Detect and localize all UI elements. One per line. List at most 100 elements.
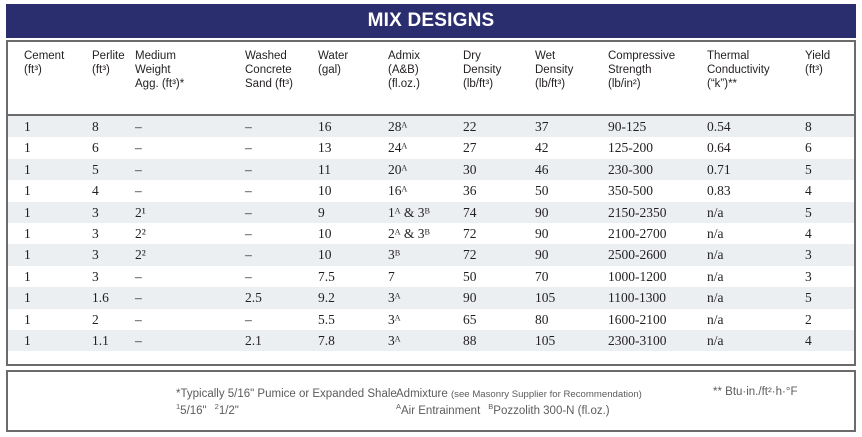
column-header-wet_density-line2: Density bbox=[535, 64, 574, 77]
cell-comp_str: 1600-2100 bbox=[608, 311, 667, 327]
column-header-wet_density-line1: Wet bbox=[535, 50, 556, 62]
cell-water: 13 bbox=[318, 140, 332, 156]
table-row: 1 3 2² – 10 2ᴬ & 3ᴮ 72 90 2100-2700 n/a 4 bbox=[8, 222, 854, 245]
cell-cement: 1 bbox=[24, 332, 31, 348]
cell-admix: 3ᴬ bbox=[388, 332, 401, 348]
cell-perlite: 3 bbox=[92, 247, 99, 263]
column-header-washed_sand-line2: Concrete bbox=[245, 64, 292, 77]
column-header-dry_density: Dry Density (lb/ft³) bbox=[463, 49, 501, 92]
cell-medium_agg: – bbox=[135, 140, 142, 156]
column-header-admix-line2: (A&B) bbox=[388, 64, 419, 77]
cell-water: 9.2 bbox=[318, 290, 335, 306]
cell-wet_density: 90 bbox=[535, 225, 549, 241]
footnote-aggregate-line2: 15/16" 21/2" bbox=[176, 403, 397, 420]
table-row: 1 1.1 – 2.1 7.8 3ᴬ 88 105 2300-3100 n/a 4 bbox=[8, 329, 854, 352]
column-header-thermal-line3: (“k”)** bbox=[707, 78, 738, 91]
column-header-dry_density-line3: (lb/ft³) bbox=[463, 78, 494, 91]
cell-water: 16 bbox=[318, 119, 332, 134]
cell-admix: 16ᴬ bbox=[388, 183, 408, 199]
cell-comp_str: 230-300 bbox=[608, 161, 653, 177]
cell-dry_density: 36 bbox=[463, 183, 477, 199]
page-title: MIX DESIGNS bbox=[367, 10, 495, 31]
cell-comp_str: 1000-1200 bbox=[608, 268, 667, 284]
cell-medium_agg: 2² bbox=[135, 247, 146, 263]
column-header-perlite: Perlite (ft³) bbox=[92, 49, 125, 77]
column-header-yield-line1: Yield bbox=[805, 50, 831, 62]
cell-perlite: 1.6 bbox=[92, 290, 109, 306]
cell-wet_density: 46 bbox=[535, 161, 549, 177]
cell-cement: 1 bbox=[24, 290, 31, 306]
cell-admix: 24ᴬ bbox=[388, 140, 408, 156]
footnote-size-2: 1/2" bbox=[218, 405, 239, 417]
cell-wet_density: 70 bbox=[535, 268, 549, 284]
cell-medium_agg: – bbox=[135, 332, 142, 348]
cell-water: 5.5 bbox=[318, 311, 335, 327]
cell-wet_density: 105 bbox=[535, 290, 556, 306]
footnote-thermal-units: ** Btu·in./ft²·h·°F bbox=[713, 384, 797, 401]
cell-thermal: n/a bbox=[707, 332, 724, 348]
column-header-thermal: Thermal Conductivity (“k”)** bbox=[707, 49, 770, 92]
footnote-marker-a: A bbox=[396, 402, 402, 412]
cell-washed_sand: 2.5 bbox=[245, 290, 262, 306]
table-row: 1 2 – – 5.5 3ᴬ 65 80 1600-2100 n/a 2 bbox=[8, 308, 854, 330]
cell-admix: 3ᴮ bbox=[388, 247, 400, 263]
column-header-cement-line1: Cement bbox=[24, 50, 65, 62]
cell-yield: 5 bbox=[805, 204, 812, 220]
cell-thermal: 0.71 bbox=[707, 161, 731, 177]
table-row: 1 3 2² – 10 3ᴮ 72 90 2500-2600 n/a 3 bbox=[8, 244, 854, 266]
cell-thermal: n/a bbox=[707, 225, 724, 241]
cell-perlite: 1.1 bbox=[92, 332, 109, 348]
table-row: 1 6 – – 13 24ᴬ 27 42 125-200 0.64 6 bbox=[8, 137, 854, 159]
cell-dry_density: 72 bbox=[463, 225, 477, 241]
cell-admix: 2ᴬ & 3ᴮ bbox=[388, 225, 430, 241]
footnote-marker-b: B bbox=[488, 402, 494, 412]
column-header-thermal-line2: Conductivity bbox=[707, 64, 770, 77]
table-body: 1 8– –16 28ᴬ 22 37 90-125 0.54 8 1 6– –13 24ᴬ 27 42 125… bbox=[8, 116, 854, 352]
table-row: 1 3 – – 7.5 7 50 70 1000-1200 n/a 3 bbox=[8, 265, 854, 288]
cell-comp_str: 2500-2600 bbox=[608, 247, 667, 263]
mix-designs-table: Cement (ft³) Perlite (ft³) Medium Weight Agg. … bbox=[6, 40, 856, 366]
cell-admix: 20ᴬ bbox=[388, 161, 408, 177]
cell-wet_density: 90 bbox=[535, 247, 549, 263]
column-header-water-line2: (gal) bbox=[318, 64, 342, 77]
cell-water: 9 bbox=[318, 204, 325, 220]
cell-yield: 5 bbox=[805, 290, 812, 306]
column-header-washed_sand: Washed Concrete Sand (ft³) bbox=[245, 49, 293, 92]
column-header-washed_sand-line3: Sand (ft³) bbox=[245, 78, 293, 91]
footnote-admixture: Admixture (see Masonry Supplier for Reco… bbox=[396, 386, 642, 420]
cell-water: 7.8 bbox=[318, 332, 335, 348]
column-header-comp_str-line1: Compressive bbox=[608, 50, 676, 62]
cell-perlite: 3 bbox=[92, 225, 99, 241]
cell-cement: 1 bbox=[24, 140, 31, 156]
footnote-marker-2: 2 bbox=[214, 402, 219, 412]
footnote-aggregate-line1: *Typically 5/16" Pumice or Expanded Shal… bbox=[176, 388, 397, 400]
cell-admix: 7 bbox=[388, 268, 395, 284]
cell-water: 10 bbox=[318, 247, 332, 263]
cell-water: 10 bbox=[318, 183, 332, 199]
cell-thermal: n/a bbox=[707, 311, 724, 327]
column-header-medium_agg-line1: Medium bbox=[135, 50, 176, 62]
column-header-washed_sand-line1: Washed bbox=[245, 50, 287, 62]
footnote-size-1: 5/16" bbox=[180, 405, 207, 417]
footnote-admixture-label: Admixture bbox=[396, 388, 448, 400]
column-header-water: Water (gal) bbox=[318, 49, 348, 77]
cell-dry_density: 30 bbox=[463, 161, 477, 177]
table-title-bar: MIX DESIGNS bbox=[6, 4, 856, 38]
table-footnotes-panel: *Typically 5/16" Pumice or Expanded Shal… bbox=[6, 370, 856, 432]
cell-thermal: n/a bbox=[707, 290, 724, 306]
cell-thermal: n/a bbox=[707, 268, 724, 284]
table-row: 1 5 – – 11 20ᴬ 30 46 230-300 0.71 5 bbox=[8, 158, 854, 181]
cell-washed_sand: – bbox=[245, 268, 252, 284]
cell-medium_agg: – bbox=[135, 290, 142, 306]
cell-admix: 28ᴬ bbox=[388, 119, 408, 134]
footnote-thermal-units-line1: ** Btu·in./ft²·h·°F bbox=[713, 386, 798, 398]
cell-cement: 1 bbox=[24, 183, 31, 199]
cell-comp_str: 1100-1300 bbox=[608, 290, 666, 306]
cell-dry_density: 74 bbox=[463, 204, 477, 220]
column-header-thermal-line1: Thermal bbox=[707, 50, 750, 62]
cell-perlite: 2 bbox=[92, 311, 99, 327]
column-header-wet_density: Wet Density (lb/ft³) bbox=[535, 49, 573, 92]
cell-yield: 2 bbox=[805, 311, 812, 327]
cell-thermal: 0.83 bbox=[707, 183, 731, 199]
cell-dry_density: 72 bbox=[463, 247, 477, 263]
